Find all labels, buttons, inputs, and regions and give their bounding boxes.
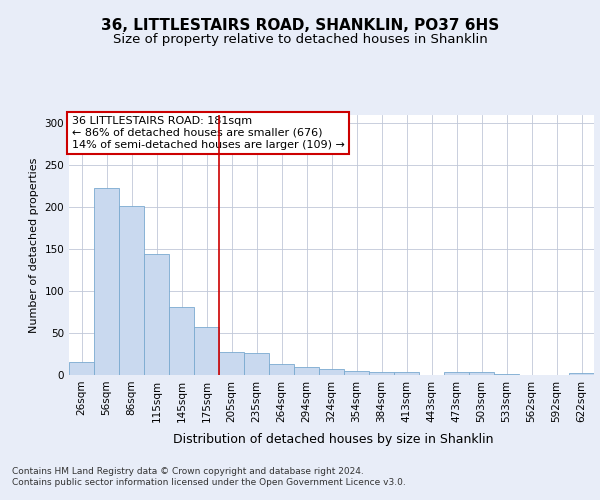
Bar	[144, 254, 169, 375]
Bar	[344, 371, 369, 375]
Bar	[169, 307, 194, 375]
Bar	[194, 327, 219, 375]
Bar	[394, 372, 419, 375]
Text: Distribution of detached houses by size in Shanklin: Distribution of detached houses by size …	[173, 432, 493, 446]
Bar	[369, 372, 394, 375]
Y-axis label: Number of detached properties: Number of detached properties	[29, 158, 39, 332]
Bar	[219, 352, 244, 375]
Bar	[469, 372, 494, 375]
Bar	[569, 374, 594, 375]
Text: Size of property relative to detached houses in Shanklin: Size of property relative to detached ho…	[113, 32, 487, 46]
Bar	[444, 372, 469, 375]
Bar	[269, 364, 294, 375]
Bar	[94, 188, 119, 375]
Text: 36 LITTLESTAIRS ROAD: 181sqm
← 86% of detached houses are smaller (676)
14% of s: 36 LITTLESTAIRS ROAD: 181sqm ← 86% of de…	[71, 116, 344, 150]
Bar	[244, 353, 269, 375]
Bar	[319, 369, 344, 375]
Text: Contains HM Land Registry data © Crown copyright and database right 2024.
Contai: Contains HM Land Registry data © Crown c…	[12, 468, 406, 487]
Bar	[494, 374, 519, 375]
Text: 36, LITTLESTAIRS ROAD, SHANKLIN, PO37 6HS: 36, LITTLESTAIRS ROAD, SHANKLIN, PO37 6H…	[101, 18, 499, 32]
Bar	[69, 362, 94, 375]
Bar	[294, 366, 319, 375]
Bar	[119, 206, 144, 375]
